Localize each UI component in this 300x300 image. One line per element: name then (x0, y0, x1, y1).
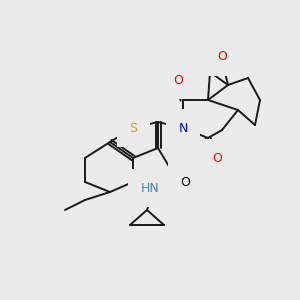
Text: O: O (173, 74, 183, 86)
Text: HN: HN (141, 182, 159, 194)
Text: O: O (180, 176, 190, 188)
Text: O: O (217, 50, 227, 64)
Text: S: S (129, 122, 137, 134)
Text: O: O (212, 152, 222, 164)
Text: N: N (178, 122, 188, 134)
